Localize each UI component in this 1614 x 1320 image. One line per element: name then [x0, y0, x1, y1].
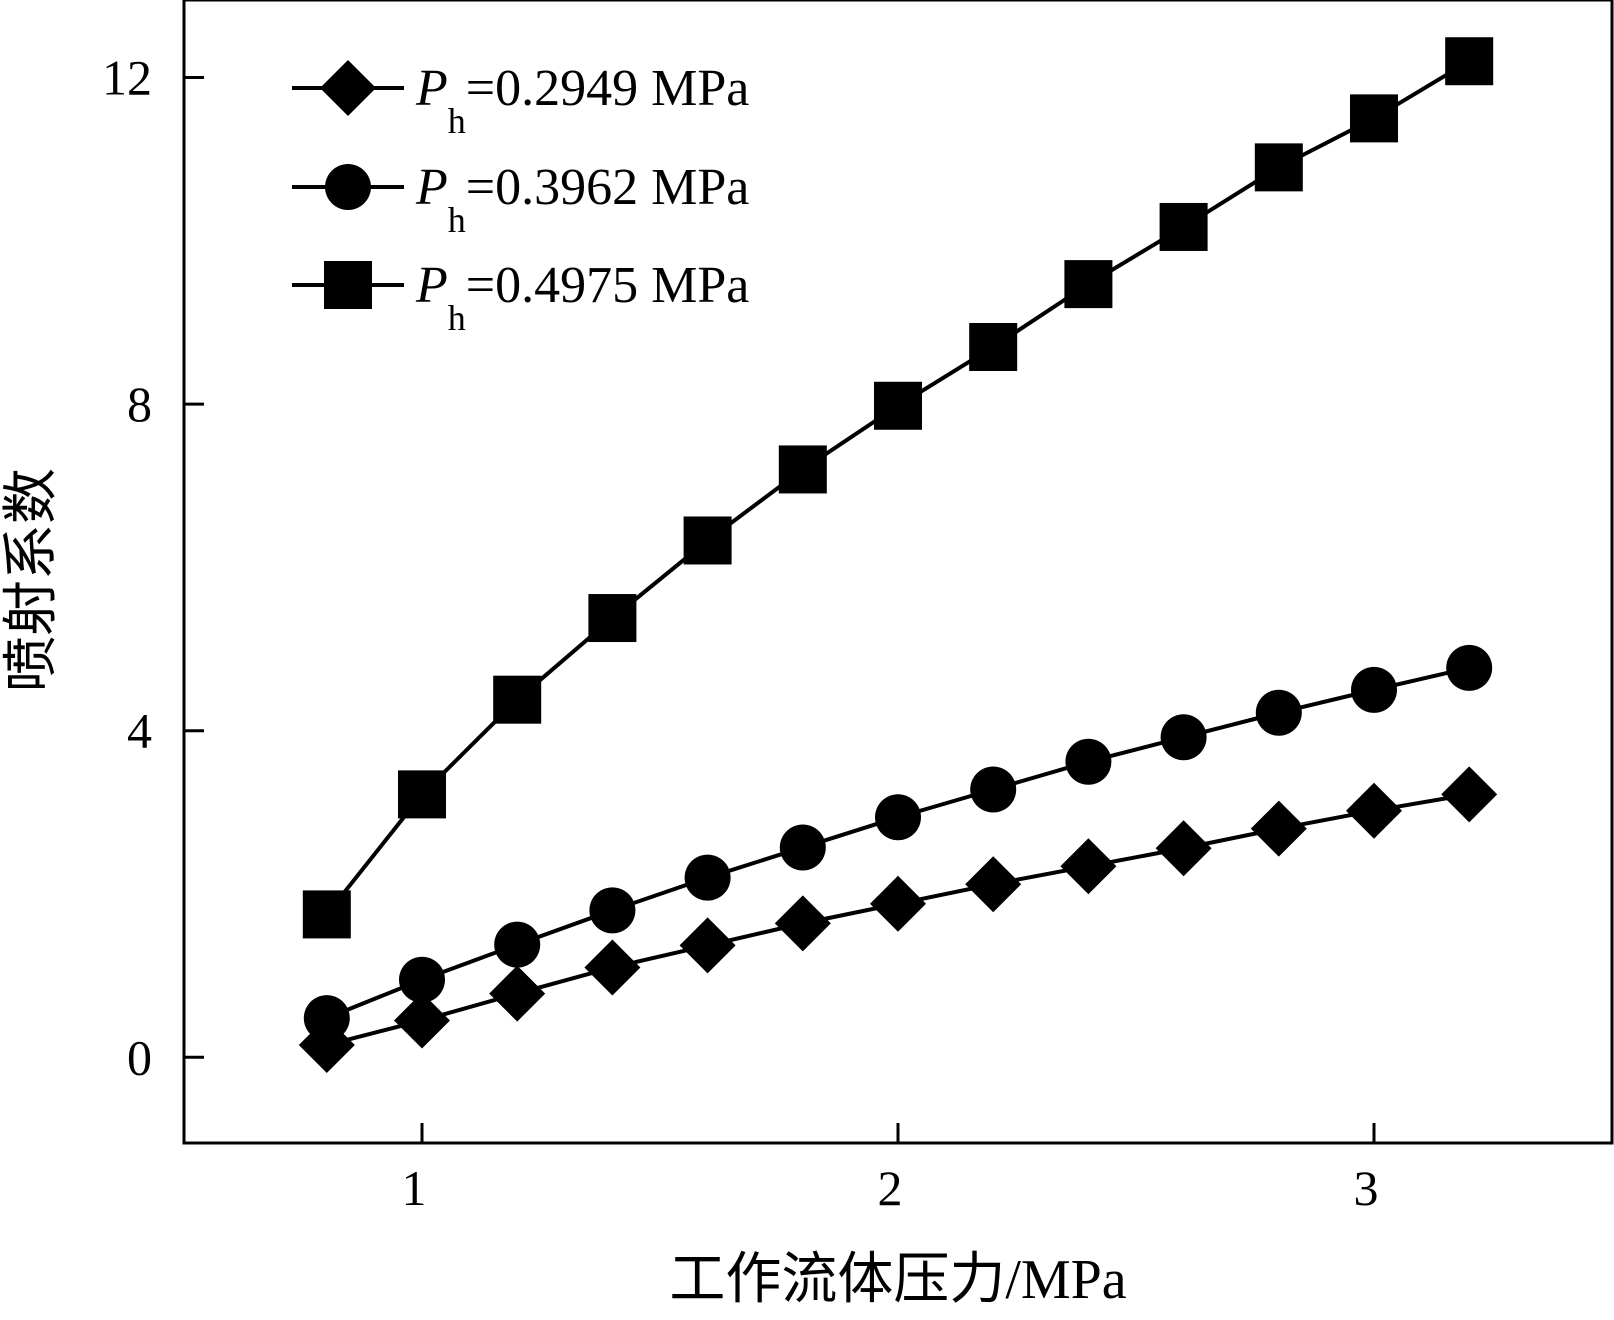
legend-value-0: =0.2949 MPa: [466, 60, 750, 117]
series-group: [298, 37, 1498, 1074]
y-tick-label-3: 12: [102, 50, 152, 106]
series-circle: [303, 644, 1493, 1042]
legend-label-0: Ph=0.2949 MPa: [415, 60, 749, 141]
x-tick-label-1: 2: [878, 1160, 903, 1216]
x-tick-label-0: 1: [402, 1160, 427, 1216]
data-point-diamond-7: [965, 856, 1022, 913]
data-point-diamond-3: [584, 939, 641, 996]
y-axis-title: 喷射系数: [1, 468, 63, 692]
data-point-square-7: [969, 322, 1018, 371]
legend-marker-2: [324, 261, 372, 309]
data-point-square-12: [1445, 37, 1494, 86]
x-tick-label-2: 3: [1354, 1160, 1379, 1216]
y-tick-label-2: 8: [127, 376, 152, 432]
data-point-circle-0: [303, 995, 350, 1042]
legend-subscript-2: h: [448, 298, 466, 338]
legend-symbol-0: P: [415, 60, 448, 117]
series-square: [302, 37, 1494, 939]
data-point-circle-1: [399, 956, 445, 1003]
data-point-circle-7: [970, 766, 1017, 813]
data-point-diamond-2: [489, 965, 546, 1022]
legend-symbol-2: P: [415, 257, 448, 314]
legend-label-1: Ph=0.3962 MPa: [415, 159, 749, 240]
x-axis-title: 工作流体压力/MPa: [669, 1249, 1126, 1311]
data-point-circle-2: [494, 921, 541, 968]
data-point-circle-3: [589, 887, 636, 934]
plot-frame: [182, 0, 1614, 1145]
data-point-circle-6: [875, 794, 921, 841]
legend-item-0: Ph=0.2949 MPa: [292, 60, 749, 141]
legend-subscript-1: h: [448, 200, 466, 240]
data-point-square-0: [302, 890, 351, 939]
data-point-circle-11: [1351, 666, 1397, 713]
data-point-circle-9: [1160, 714, 1207, 761]
data-point-square-2: [493, 675, 542, 724]
legend-subscript-0: h: [448, 101, 466, 141]
data-point-square-4: [683, 516, 732, 565]
legend-value-2: =0.4975 MPa: [466, 257, 750, 314]
data-point-square-1: [398, 770, 446, 819]
legend-item-2: Ph=0.4975 MPa: [292, 257, 749, 338]
data-point-square-10: [1254, 143, 1303, 192]
data-point-diamond-6: [870, 875, 926, 932]
y-tick-label-0: 0: [127, 1029, 152, 1085]
legend-label-2: Ph=0.4975 MPa: [415, 257, 749, 338]
data-point-circle-4: [684, 854, 731, 901]
data-point-square-11: [1350, 94, 1398, 143]
data-point-square-8: [1064, 260, 1113, 309]
legend-symbol-1: P: [415, 159, 448, 216]
data-point-circle-12: [1446, 644, 1493, 691]
data-point-circle-10: [1255, 689, 1302, 736]
data-point-diamond-5: [774, 895, 831, 952]
y-tick-label-1: 4: [127, 703, 152, 759]
data-point-diamond-8: [1060, 838, 1117, 895]
data-point-circle-5: [779, 824, 826, 871]
legend-marker-0: [320, 60, 376, 116]
data-point-diamond-12: [1441, 766, 1498, 823]
data-point-diamond-9: [1155, 820, 1212, 877]
data-point-diamond-1: [394, 992, 450, 1049]
data-point-square-5: [778, 445, 827, 494]
data-point-square-6: [874, 381, 922, 430]
data-point-circle-8: [1065, 738, 1112, 785]
legend-value-1: =0.3962 MPa: [466, 159, 750, 216]
data-point-square-3: [588, 594, 637, 643]
legend-marker-1: [325, 164, 371, 210]
legend-item-1: Ph=0.3962 MPa: [292, 159, 749, 240]
data-point-square-9: [1159, 202, 1208, 251]
series-diamond: [298, 766, 1498, 1074]
data-point-diamond-10: [1250, 800, 1307, 857]
data-point-diamond-11: [1346, 782, 1402, 839]
data-point-diamond-4: [679, 917, 736, 974]
